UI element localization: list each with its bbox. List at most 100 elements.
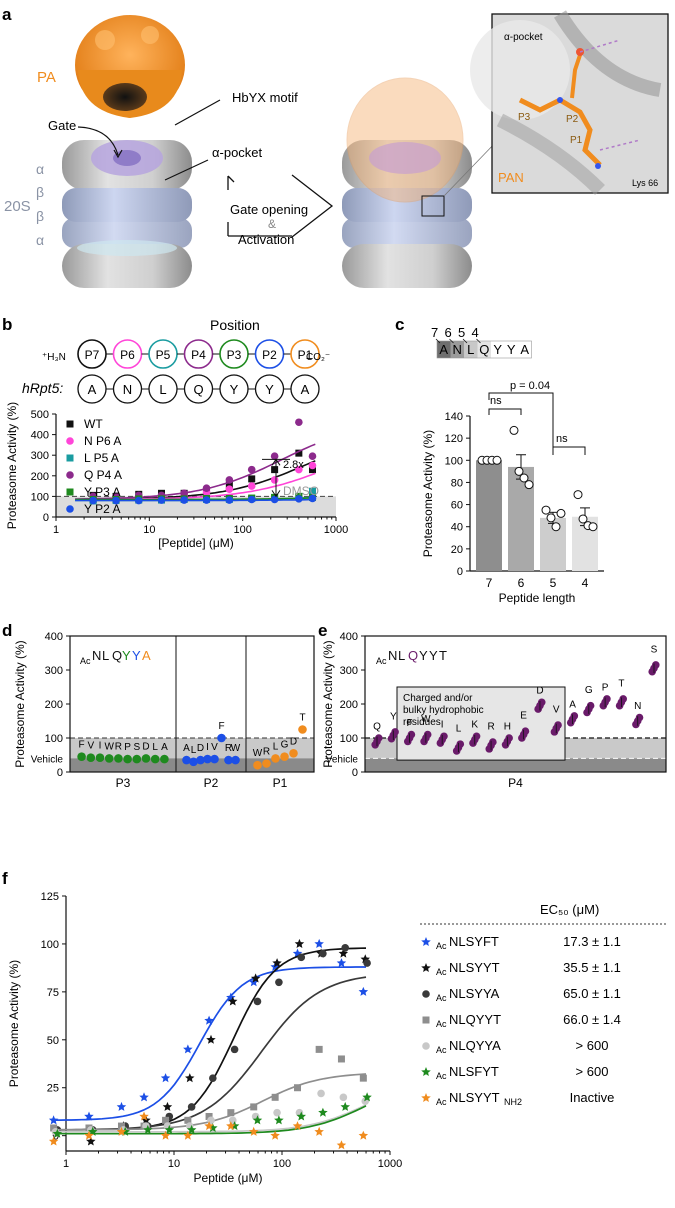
point-acnlsyft [139,1092,149,1102]
point-acnlqyyt [50,1124,58,1132]
point-p3-l [150,754,160,764]
point-acnlsfyt [164,1124,175,1134]
alpha-pocket-label: α-pocket [212,145,263,160]
point-acnlsyyt-nh2 [226,1121,236,1131]
residue-label: L [191,745,197,756]
bar-point [546,513,556,523]
residue-label: F [407,718,413,729]
pa-structure-image [75,15,185,118]
point-q-p4-a [247,465,256,474]
point-acnlsyft [160,1073,171,1083]
y-tick-label: 50 [47,1035,59,1047]
point-p3-v [86,753,96,763]
point-p4-s [652,661,660,669]
panel-a-label: a [2,5,12,24]
sig-p-value: p = 0.04 [510,380,550,392]
residue-label: Y [390,711,397,722]
point-q-p4-a [225,476,234,484]
peptide-prefix: Ac [80,656,91,666]
point-acnlqyya [339,1093,348,1102]
legend-prefix: Ac [436,993,447,1003]
legend-ec50-0: 17.3 ± 1.1 [563,934,621,949]
legend-marker [66,437,74,445]
residue-label: L [273,741,279,752]
peptide-residue: N [92,648,101,663]
point-p4-w [423,730,432,739]
y-tick-label: 0 [457,566,463,578]
point-acnlsyyt-nh2 [270,1130,280,1140]
point-acnlsfyt [143,1124,153,1134]
sequence-residue: A [301,382,310,397]
residue-label: A [183,743,190,754]
legend-name-3: NLQYYT [449,1012,501,1027]
sequence-residue: L [159,382,166,397]
residue-label: I [206,742,209,753]
point-acnlsyya [187,1103,196,1111]
point-p1-t [298,725,307,734]
x-axis-label: [Peptide] (μM) [158,536,234,550]
point-p4-k [472,732,481,741]
point-p4-e [521,727,530,735]
point-acnlsyyt-nh2 [314,1126,324,1136]
box-text-line: Charged and/or [403,693,473,704]
y-tick-label: 20 [451,544,463,556]
position-label-p6: P6 [120,348,135,362]
point-acnlsyyt-nh2 [336,1140,347,1150]
point-q-p4-a [202,484,211,492]
legend-name-4: NLQYYA [449,1038,501,1053]
point-acnlqyyt [359,1074,367,1082]
legend-ec50-4: > 600 [576,1038,609,1053]
point-p4-l [456,740,465,748]
panel-d: d 0 100 200 300 400 Vehicle Proteasome Activit… [2,621,315,790]
residue-label: W [253,748,263,759]
gate-opening-arrow [227,174,334,238]
peptide-residue: Q [408,648,418,663]
bar-point [514,466,524,476]
point-acnlsyya [319,949,327,958]
ring-label-alpha-bottom: α [36,232,44,248]
y-tick-label: 300 [31,450,49,462]
inset-pan-label: PAN [498,170,524,185]
seq-letter: L [467,342,474,357]
y-tick-label: 200 [340,699,358,711]
sig-ns-2: ns [556,433,568,445]
c-terminus-label: CO₂⁻ [306,352,330,363]
peptide-residue: T [439,648,447,663]
position-circle-p1 [290,339,320,369]
peptide-residue: N [388,648,397,663]
legend-label-q-p4-a: Q P4 A [84,468,122,482]
residue-label: E [520,711,527,722]
position-label-p1: P1 [298,348,313,362]
panel-f-label: f [2,869,8,888]
residue-label: A [569,699,576,710]
seq-letter: N [453,342,462,357]
point-p3-s [132,754,142,764]
panel-e-label: e [318,621,327,640]
peptide-prefix: Ac [376,656,387,666]
point-p4-h [505,734,513,742]
point-acnlsyyt-nh2 [160,1130,171,1140]
point-p4-n [635,713,644,722]
y-tick-label: 100 [45,733,63,745]
chart-c: 0 20 40 60 80 100 120 140 Proteasome Activity (%… [421,392,604,605]
position-label-p7: P7 [85,348,100,362]
point-acnlsyft [183,1044,193,1054]
bar-point [492,455,502,465]
legend-marker-0 [421,937,431,946]
bar-point [556,508,566,518]
group-label-p2: P2 [204,776,219,790]
point-acnlqyyt [227,1109,235,1117]
y-tick-label: 300 [340,665,358,677]
point-acnlsfyt [362,1092,372,1102]
y-tick-label: 80 [451,477,463,489]
residue-label: F [218,721,224,732]
seq-tick [476,338,481,344]
point-acnlsyft [204,1015,214,1025]
y-tick-label: 0 [57,767,63,779]
point-acnlsyyt-nh2 [139,1111,149,1121]
point-acnlqyyt [205,1112,213,1120]
legend-marker-5 [421,1067,431,1076]
pa-20s-complex-image [342,77,472,288]
